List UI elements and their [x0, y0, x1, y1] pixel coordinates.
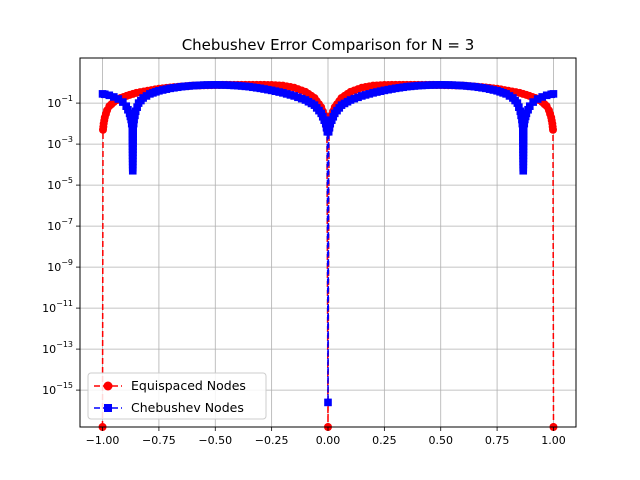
x-tick-label: 0.25: [372, 434, 397, 447]
data-point: [533, 95, 542, 103]
data-point: [129, 123, 138, 132]
data-point: [324, 398, 332, 407]
data-point: [513, 99, 522, 107]
series-chebushev: [98, 81, 558, 407]
x-tick-label: 0.75: [485, 434, 510, 447]
data-point: [119, 98, 127, 106]
series-layer: [98, 80, 558, 431]
data-point: [105, 91, 114, 100]
data-point: [542, 91, 551, 100]
data-point: [519, 123, 528, 132]
legend-label: Equispaced Nodes: [131, 378, 246, 393]
x-tick-label: 1.00: [541, 434, 566, 447]
data-point: [101, 90, 109, 99]
data-point: [131, 111, 139, 120]
data-point: [321, 119, 330, 128]
x-tick-label: 0.50: [428, 434, 453, 447]
data-point: [129, 119, 138, 128]
x-tick-label: −0.75: [142, 434, 176, 447]
legend: Equispaced Nodes Chebushev Nodes: [87, 372, 267, 420]
x-tick-label: 0.00: [316, 434, 341, 447]
x-tick-label: −0.25: [255, 434, 289, 447]
data-point: [517, 111, 525, 120]
legend-marker: [104, 404, 112, 412]
data-point: [520, 119, 529, 128]
data-point: [130, 115, 138, 124]
data-point: [325, 123, 334, 132]
data-point: [549, 125, 558, 134]
data-point: [525, 102, 534, 110]
data-point: [538, 93, 546, 101]
data-point: [131, 107, 140, 116]
legend-label: Chebushev Nodes: [131, 400, 244, 415]
data-point: [114, 95, 123, 103]
legend-marker: [103, 381, 113, 391]
legend-item: Equispaced Nodes: [94, 378, 246, 393]
data-point: [515, 103, 523, 111]
data-point: [549, 90, 558, 98]
data-point: [516, 107, 525, 116]
data-point: [529, 98, 537, 106]
x-tick-label: −0.50: [198, 434, 232, 447]
legend-box: [87, 372, 267, 420]
chart-title: Chebushev Error Comparison for N = 3: [182, 36, 475, 54]
data-point: [110, 93, 118, 101]
x-tick-label: −1.00: [86, 434, 120, 447]
data-point: [133, 103, 141, 111]
data-point: [324, 128, 333, 136]
legend-item: Chebushev Nodes: [94, 400, 244, 415]
